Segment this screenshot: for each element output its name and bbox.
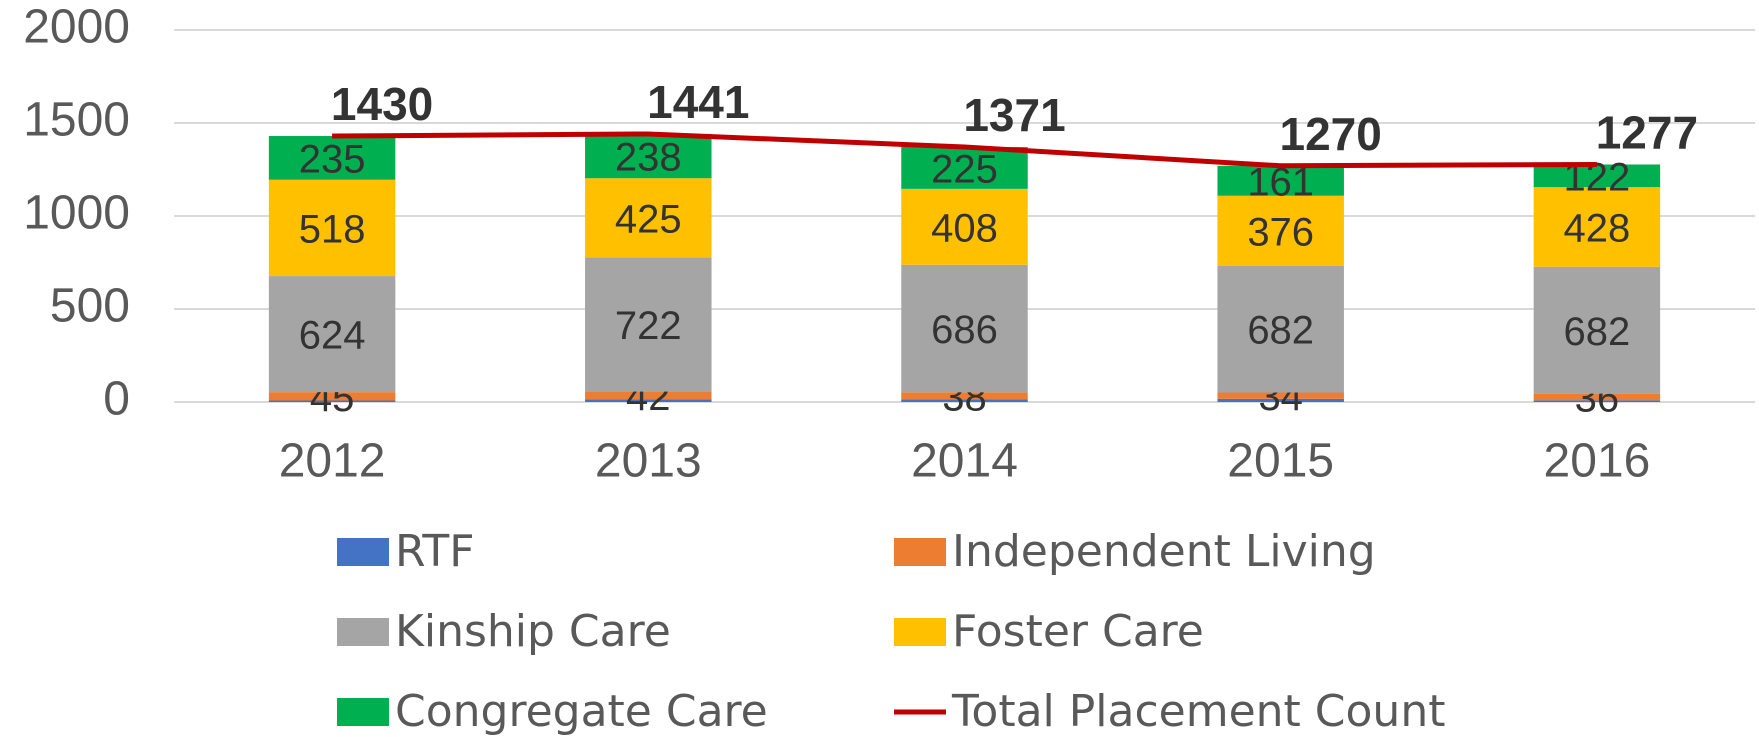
y-tick-label: 1500 — [23, 94, 130, 147]
total-label: 1441 — [647, 76, 749, 128]
total-label: 1277 — [1596, 107, 1698, 159]
bar-segment — [901, 399, 1028, 402]
bar-segment — [585, 178, 712, 258]
bar-segment — [1533, 187, 1661, 267]
total-label: 1430 — [331, 78, 433, 130]
legend-swatch — [894, 618, 946, 646]
bar-segment — [1533, 164, 1661, 188]
total-label: 1270 — [1280, 108, 1382, 160]
bar-segment — [901, 146, 1028, 189]
y-tick-label: 500 — [50, 280, 130, 333]
x-tick-label: 2015 — [1227, 435, 1334, 488]
bar-segment — [1217, 195, 1344, 266]
data-label: 122 — [1564, 155, 1631, 199]
x-tick-label: 2012 — [279, 435, 386, 488]
legend-label: Foster Care — [952, 606, 1204, 657]
bar-segment — [1217, 398, 1344, 402]
data-label: 624 — [299, 314, 366, 358]
bar-segment — [268, 392, 396, 401]
data-label: 225 — [931, 147, 998, 191]
bar-segment — [268, 136, 396, 180]
bar-segment — [901, 392, 1028, 400]
x-tick-label: 2013 — [595, 435, 702, 488]
bar-segment — [268, 400, 396, 402]
legend-swatch — [337, 698, 389, 726]
data-label: 682 — [1564, 310, 1631, 354]
data-label: 686 — [931, 308, 998, 352]
total-label: 1371 — [963, 89, 1065, 141]
legend-label: RTF — [395, 526, 475, 577]
data-label: 518 — [299, 207, 366, 251]
bar-segment — [1217, 165, 1344, 196]
bar-segment — [901, 188, 1028, 265]
data-label: 722 — [615, 304, 682, 348]
y-tick-label: 1000 — [23, 187, 130, 240]
legend-label: Total Placement Count — [951, 686, 1445, 737]
bar-segment — [1217, 392, 1344, 399]
data-label: 238 — [615, 136, 682, 180]
bar-segment — [585, 133, 712, 179]
bar-segment — [585, 399, 712, 402]
data-label: 376 — [1247, 210, 1314, 254]
x-tick-label: 2014 — [911, 435, 1018, 488]
bar-segment — [1533, 393, 1661, 401]
legend-label: Kinship Care — [395, 606, 671, 657]
legend-label: Independent Living — [952, 526, 1376, 577]
legend-label: Congregate Care — [395, 686, 768, 737]
bar-segment — [1533, 400, 1661, 402]
bar-segment — [268, 179, 396, 277]
bar-segment — [268, 276, 396, 393]
data-label: 682 — [1247, 309, 1314, 353]
data-label: 235 — [299, 137, 366, 181]
legend-swatch — [894, 538, 946, 566]
legend-swatch — [337, 538, 389, 566]
data-label: 428 — [1564, 207, 1631, 251]
data-label: 408 — [931, 206, 998, 250]
y-tick-label: 2000 — [23, 1, 130, 54]
data-label: 425 — [615, 197, 682, 241]
legend-swatch — [337, 618, 389, 646]
bar-segment — [901, 264, 1028, 393]
x-tick-label: 2016 — [1544, 435, 1651, 488]
y-tick-label: 0 — [103, 373, 130, 426]
line — [332, 131, 1597, 169]
bar-segment — [585, 391, 712, 400]
bar-segment — [1217, 265, 1344, 393]
bar-segment — [1533, 266, 1661, 394]
bar-segment — [585, 257, 712, 392]
